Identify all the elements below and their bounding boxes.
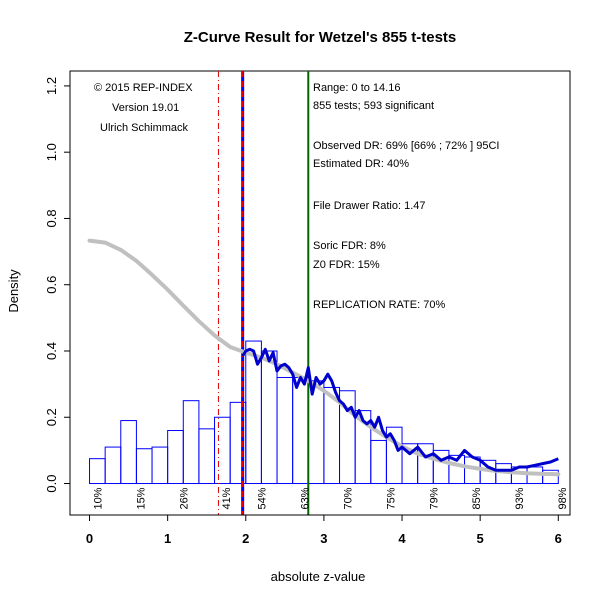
y-tick-label: 0.8 <box>44 209 59 227</box>
x-tick-label: 2 <box>242 531 249 546</box>
x-tick-label: 0 <box>86 531 93 546</box>
y-axis: 0.0 0.2 0.4 0.6 0.8 1.0 1.2 <box>44 77 71 493</box>
histogram-bar <box>104 446 122 485</box>
histogram-bar <box>542 469 559 485</box>
histogram-bar <box>292 376 309 485</box>
chart-title: Z-Curve Result for Wetzel's 855 t-tests <box>184 29 457 46</box>
y-tick-label: 1.2 <box>44 77 59 95</box>
results-legend: Range: 0 to 14.16 855 tests; 593 signifi… <box>313 82 499 311</box>
fitted-density-curve <box>87 238 561 477</box>
histogram-bar <box>370 439 387 485</box>
curves <box>87 238 561 477</box>
power-label: 93% <box>514 487 526 509</box>
power-label: 63% <box>299 487 311 509</box>
histogram-bar <box>120 420 137 485</box>
x-tick-label: 1 <box>164 531 171 546</box>
histogram-bar <box>276 376 294 485</box>
tests-text: 855 tests; 593 significant <box>313 100 434 112</box>
x-tick-label: 3 <box>320 531 327 546</box>
replication-rate-text: REPLICATION RATE: 70% <box>313 299 445 311</box>
power-label: 98% <box>557 487 569 509</box>
y-axis-label: Density <box>6 269 21 313</box>
x-axis: 0 1 2 3 4 5 6 <box>86 514 562 546</box>
power-label: 26% <box>178 487 190 509</box>
observed-density-curve <box>241 347 559 472</box>
y-tick-label: 0.0 <box>44 474 59 492</box>
power-label: 85% <box>471 487 483 509</box>
x-tick-label: 6 <box>555 531 562 546</box>
copyright-legend: © 2015 REP-INDEX Version 19.01 Ulrich Sc… <box>94 82 193 134</box>
x-tick-label: 4 <box>398 531 406 546</box>
range-text: Range: 0 to 14.16 <box>313 82 400 94</box>
legend-left-line: © 2015 REP-INDEX <box>94 82 193 94</box>
histogram-bar <box>182 400 200 485</box>
power-label: 79% <box>428 487 440 509</box>
histogram-bar <box>307 380 325 485</box>
power-label: 41% <box>221 487 233 509</box>
power-label: 54% <box>256 487 268 509</box>
x-tick-label: 5 <box>477 531 484 546</box>
observed-dr-text: Observed DR: 69% [66% ; 72% ] 95CI <box>313 140 499 152</box>
power-label: 15% <box>135 487 147 509</box>
y-tick-label: 0.4 <box>44 342 59 360</box>
histogram-bars <box>89 340 559 485</box>
y-tick-label: 0.6 <box>44 276 59 294</box>
legend-left-line: Ulrich Schimmack <box>100 122 189 134</box>
soric-fdr-text: Soric FDR: 8% <box>313 240 386 252</box>
estimated-dr-text: Estimated DR: 40% <box>313 158 409 170</box>
x-axis-label: absolute z-value <box>271 569 366 584</box>
legend-left-line: Version 19.01 <box>112 102 179 114</box>
threshold-lines <box>217 71 310 515</box>
histogram-bar <box>167 430 184 485</box>
power-label: 10% <box>92 487 104 509</box>
histogram-bar <box>198 428 216 485</box>
histogram-bar <box>260 350 278 485</box>
y-tick-label: 1.0 <box>44 143 59 161</box>
histogram-bar <box>151 446 169 485</box>
file-drawer-text: File Drawer Ratio: 1.47 <box>313 200 426 212</box>
histogram-bar <box>89 458 106 485</box>
z0-fdr-text: Z0 FDR: 15% <box>313 259 380 271</box>
histogram-bar <box>214 416 231 485</box>
power-label: 75% <box>385 487 397 509</box>
y-tick-label: 0.2 <box>44 408 59 426</box>
power-labels: 10% 15% 26% 41% 54% 63% 70% 75% 79% 85% 93% 98% <box>92 487 569 509</box>
histogram-bar <box>135 448 153 485</box>
power-label: 70% <box>342 487 354 509</box>
